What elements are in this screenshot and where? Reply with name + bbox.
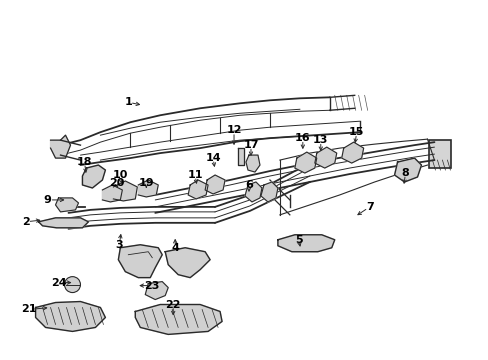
Polygon shape — [294, 152, 316, 173]
Text: 23: 23 — [144, 280, 160, 291]
Polygon shape — [244, 182, 262, 202]
Text: 3: 3 — [115, 240, 123, 250]
Text: 22: 22 — [165, 300, 181, 310]
Text: 15: 15 — [348, 127, 364, 137]
Polygon shape — [113, 181, 137, 201]
Text: 21: 21 — [21, 305, 36, 315]
Text: 24: 24 — [51, 278, 66, 288]
Text: 19: 19 — [138, 178, 154, 188]
Polygon shape — [245, 155, 260, 172]
Text: 7: 7 — [365, 202, 373, 212]
Polygon shape — [102, 185, 122, 202]
Text: 10: 10 — [112, 170, 128, 180]
Text: 8: 8 — [401, 168, 408, 178]
Polygon shape — [56, 198, 78, 212]
Polygon shape — [165, 248, 210, 278]
Polygon shape — [118, 245, 162, 278]
Text: 1: 1 — [124, 97, 132, 107]
Polygon shape — [314, 147, 336, 168]
Polygon shape — [135, 305, 222, 334]
Polygon shape — [138, 180, 158, 197]
Text: 4: 4 — [171, 243, 179, 253]
Polygon shape — [341, 142, 363, 163]
Polygon shape — [204, 175, 224, 194]
Polygon shape — [261, 182, 277, 202]
Text: 13: 13 — [312, 135, 328, 145]
Polygon shape — [394, 158, 421, 182]
Polygon shape — [39, 218, 88, 228]
Text: 2: 2 — [21, 217, 29, 227]
Text: 11: 11 — [187, 170, 203, 180]
Polygon shape — [36, 302, 105, 332]
Text: 5: 5 — [294, 235, 302, 245]
Text: 9: 9 — [43, 195, 51, 205]
Text: 12: 12 — [226, 125, 241, 135]
Text: 18: 18 — [77, 157, 92, 167]
Polygon shape — [82, 165, 105, 188]
Text: 6: 6 — [244, 180, 252, 190]
Polygon shape — [50, 135, 70, 158]
FancyBboxPatch shape — [428, 140, 450, 168]
Circle shape — [64, 276, 81, 293]
Text: 14: 14 — [205, 153, 221, 163]
Polygon shape — [145, 282, 168, 300]
Polygon shape — [188, 180, 208, 199]
Text: 20: 20 — [108, 178, 124, 188]
Text: 16: 16 — [294, 133, 310, 143]
Polygon shape — [238, 148, 244, 165]
Polygon shape — [277, 235, 334, 252]
Text: 17: 17 — [243, 140, 258, 150]
